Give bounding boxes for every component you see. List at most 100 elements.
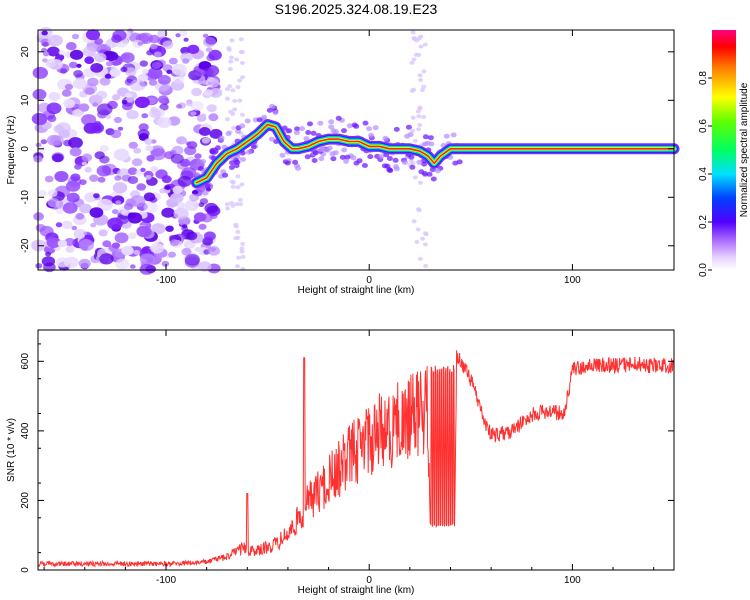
spectrogram-noise-blob [137,73,149,82]
spectrogram-noise-blob [169,239,179,247]
spectrogram-noise-blob [94,38,104,45]
spectrogram-noise-blob [72,78,87,90]
spectrogram-noise-blob [128,212,136,219]
spectrogram-noise-blob [228,109,234,114]
spectrogram-noise-blob [173,75,185,84]
spectrogram-halo-blob [382,135,389,141]
spectrogram-noise-blob [128,141,138,149]
spectrogram-noise-blob [191,87,203,97]
spectrogram-noise-blob [421,115,427,119]
spectrogram-halo-blob [294,126,301,132]
spectrogram-noise-blob [81,153,93,162]
spectrogram-noise-blob [191,190,199,195]
spectrogram-noise-blob [200,113,207,118]
spectrogram-halo-blob [368,132,375,138]
spectrogram-noise-blob [235,85,241,90]
spectrogram-noise-blob [410,161,416,165]
spectrogram-noise-blob [420,88,425,93]
spectrogram-y-tick-label: 20 [20,46,31,58]
spectrogram-noise-blob [410,30,416,35]
spectrogram-halo-blob [318,156,325,162]
spectrogram-noise-blob [239,246,245,251]
spectrogram-noise-blob [421,84,427,89]
spectrogram-halo-blob [272,110,279,116]
spectrogram-noise-blob [127,176,139,184]
spectrogram-halo-blob [293,130,300,136]
spectrogram-noise-blob [201,137,210,144]
spectrogram-noise-blob [151,223,166,235]
spectrogram-noise-blob [102,240,112,248]
spectrogram-noise-blob [140,167,146,172]
spectrogram-halo-blob [269,103,275,109]
spectrogram-halo-blob [218,135,225,141]
spectrogram-halo-blob [450,132,457,138]
spectrogram-x-tick-label: 0 [366,275,372,286]
spectrogram-noise-blob [205,77,219,88]
spectrogram-halo-blob [312,150,319,156]
snr-x-tick-label: 0 [366,575,372,586]
spectrogram-halo-blob [202,190,209,196]
spectrogram-noise-blob [99,155,110,164]
spectrogram-noise-blob [133,249,140,255]
spectrogram-halo-blob [378,154,385,160]
spectrogram-y-tick-label: -10 [20,190,31,205]
spectrogram-noise-blob [168,251,176,258]
spectrogram-noise-blob [110,65,118,71]
spectrogram-noise-blob [92,102,99,107]
spectrogram-noise-blob [149,108,162,119]
spectrogram-noise-blob [138,123,149,131]
spectrogram-noise-blob [177,175,192,187]
spectrogram-halo-blob [228,165,235,170]
spectrogram-noise-blob [115,200,122,205]
spectrogram-noise-blob [89,122,105,134]
spectrogram-noise-blob [84,56,95,64]
spectrogram-noise-blob [61,220,73,230]
spectrogram-noise-blob [153,51,162,58]
spectrogram-noise-blob [71,225,78,231]
spectrogram-halo-blob [422,141,429,147]
spectrogram-noise-blob [199,127,211,136]
spectrogram-noise-blob [52,153,64,163]
colorbar-ticks: 0.0 0.2 0.4 0.6 0.8 [698,71,712,277]
spectrogram-noise-blob [71,33,80,40]
spectrogram-noise-blob [411,36,417,41]
spectrogram-noise-blob [239,112,245,117]
spectrogram-noise-blob [139,60,148,67]
spectrogram-noise-blob [68,61,78,69]
spectrogram-noise-blob [229,201,235,206]
spectrogram-noise-blob [235,185,241,190]
spectrogram-noise-layer [31,26,463,275]
spectrogram-noise-blob [194,68,206,77]
spectrogram-halo-blob [284,160,291,166]
spectrogram-noise-blob [121,245,134,256]
spectrogram-noise-blob [179,158,191,167]
spectrogram-noise-blob [69,147,82,157]
spectrogram-noise-blob [35,263,43,269]
spectrogram-noise-blob [76,232,85,239]
spectrogram-halo-blob [295,165,301,171]
spectrogram-noise-blob [65,245,75,253]
spectrogram-y-axis-label: Frequency (Hz) [6,116,17,185]
spectrogram-noise-blob [237,98,243,103]
spectrogram-noise-blob [157,117,172,129]
spectrogram-noise-blob [229,38,235,43]
spectrogram-noise-blob [150,166,159,173]
spectrogram-halo-blob [393,166,400,172]
spectrogram-noise-blob [46,237,61,248]
spectrogram-halo-blob [361,163,368,168]
spectrogram-halo-blob [386,167,393,172]
spectrogram-noise-blob [90,63,104,73]
spectrogram-noise-blob [410,128,416,133]
spectrogram-noise-blob [190,111,197,116]
spectrogram-noise-blob [125,92,133,98]
spectrogram-noise-blob [239,249,245,254]
snr-y-tick-label: 200 [20,492,31,509]
spectrogram-halo-blob [215,145,221,151]
spectrogram-noise-blob [115,258,130,270]
spectrogram-noise-blob [66,192,80,203]
spectrogram-noise-blob [98,229,108,237]
snr-y-tick-label: 600 [20,353,31,370]
spectrogram-noise-blob [97,176,106,183]
spectrogram-halo-blob [261,114,268,120]
spectrogram-noise-blob [422,42,428,47]
